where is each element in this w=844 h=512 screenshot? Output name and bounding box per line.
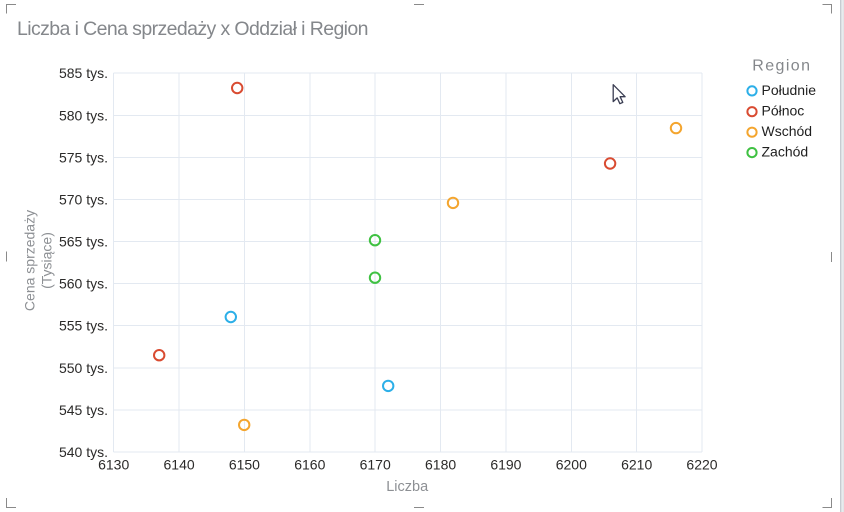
svg-text:545 tys.: 545 tys. bbox=[59, 402, 108, 418]
svg-text:6180: 6180 bbox=[425, 457, 456, 473]
svg-text:Cena sprzedaży: Cena sprzedaży bbox=[22, 210, 38, 311]
svg-text:6210: 6210 bbox=[621, 457, 652, 473]
svg-text:560 tys.: 560 tys. bbox=[59, 276, 108, 292]
svg-text:Północ: Północ bbox=[762, 103, 805, 119]
svg-text:Południe: Południe bbox=[762, 82, 817, 98]
svg-text:575 tys.: 575 tys. bbox=[59, 149, 108, 165]
svg-text:570 tys.: 570 tys. bbox=[59, 192, 108, 208]
svg-text:Wschód: Wschód bbox=[762, 123, 813, 139]
svg-text:Zachód: Zachód bbox=[762, 144, 809, 160]
svg-text:565 tys.: 565 tys. bbox=[59, 234, 108, 250]
svg-text:(Tysiące): (Tysiące) bbox=[39, 232, 55, 289]
svg-text:540 tys.: 540 tys. bbox=[59, 444, 108, 460]
svg-text:550 tys.: 550 tys. bbox=[59, 360, 108, 376]
svg-text:Region: Region bbox=[752, 58, 811, 75]
svg-text:Liczba: Liczba bbox=[386, 479, 429, 495]
svg-text:585 tys.: 585 tys. bbox=[59, 65, 108, 81]
svg-text:555 tys.: 555 tys. bbox=[59, 318, 108, 334]
svg-text:6140: 6140 bbox=[164, 457, 195, 473]
svg-text:6220: 6220 bbox=[686, 457, 717, 473]
svg-text:580 tys.: 580 tys. bbox=[59, 107, 108, 123]
svg-text:6200: 6200 bbox=[556, 457, 587, 473]
svg-text:6150: 6150 bbox=[229, 457, 260, 473]
svg-text:6130: 6130 bbox=[98, 457, 129, 473]
svg-text:6160: 6160 bbox=[294, 457, 325, 473]
svg-text:Liczba i Cena sprzedaży x Oddz: Liczba i Cena sprzedaży x Oddział i Regi… bbox=[17, 18, 368, 40]
svg-text:6190: 6190 bbox=[490, 457, 521, 473]
svg-text:6170: 6170 bbox=[360, 457, 391, 473]
